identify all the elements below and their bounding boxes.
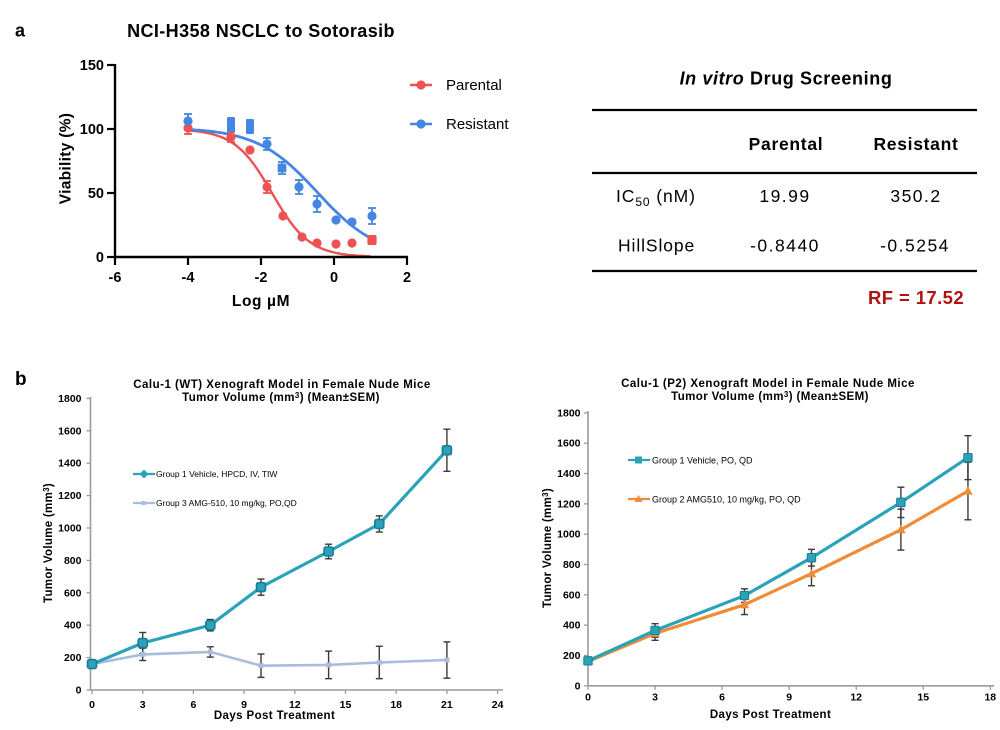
svg-text:15: 15 xyxy=(917,692,929,704)
svg-text:1000: 1000 xyxy=(557,529,581,541)
svg-text:6: 6 xyxy=(719,692,725,704)
svg-text:Group 3 AMG-510, 10 mg/kg, PO,: Group 3 AMG-510, 10 mg/kg, PO,QD xyxy=(156,498,297,508)
svg-text:Viability (%): Viability (%) xyxy=(58,113,75,204)
svg-text:-0.5254: -0.5254 xyxy=(880,236,950,256)
svg-text:1600: 1600 xyxy=(58,425,82,437)
svg-text:1400: 1400 xyxy=(58,458,82,470)
svg-text:Resistant: Resistant xyxy=(446,116,509,133)
svg-text:0: 0 xyxy=(89,699,95,711)
svg-text:1800: 1800 xyxy=(557,407,581,419)
svg-text:200: 200 xyxy=(64,652,82,664)
svg-text:24: 24 xyxy=(492,699,504,711)
svg-text:6: 6 xyxy=(190,699,196,711)
svg-text:1800: 1800 xyxy=(58,393,82,405)
svg-text:0: 0 xyxy=(575,680,581,692)
svg-text:Tumor Volume (mm3): Tumor Volume (mm3) xyxy=(42,483,55,603)
svg-text:RF = 17.52: RF = 17.52 xyxy=(868,287,964,308)
svg-text:600: 600 xyxy=(563,589,581,601)
svg-text:1200: 1200 xyxy=(58,490,82,502)
svg-text:1400: 1400 xyxy=(557,468,581,480)
svg-text:18: 18 xyxy=(984,692,996,704)
svg-text:9: 9 xyxy=(241,699,247,711)
svg-text:Calu-1 (P2) Xenograft Model in: Calu-1 (P2) Xenograft Model in Female Nu… xyxy=(621,378,915,390)
svg-text:3: 3 xyxy=(652,692,658,704)
svg-text:21: 21 xyxy=(441,699,453,711)
svg-text:1200: 1200 xyxy=(557,498,581,510)
svg-text:Resistant: Resistant xyxy=(873,134,958,154)
svg-text:Tumor Volume (mm3) (Mean±SEM): Tumor Volume (mm3) (Mean±SEM) xyxy=(671,390,869,403)
svg-text:Group 1 Vehicle, HPCD, IV, TIW: Group 1 Vehicle, HPCD, IV, TIW xyxy=(156,469,277,479)
svg-text:IC50 (nM): IC50 (nM) xyxy=(616,186,696,209)
svg-text:-0.8440: -0.8440 xyxy=(750,236,820,256)
svg-text:Tumor Volume (mm3) (Mean±SEM): Tumor Volume (mm3) (Mean±SEM) xyxy=(182,391,380,404)
svg-text:19.99: 19.99 xyxy=(759,186,810,206)
svg-text:In vitro Drug Screening: In vitro Drug Screening xyxy=(680,69,893,89)
svg-text:HillSlope: HillSlope xyxy=(618,236,695,256)
svg-text:200: 200 xyxy=(563,650,581,662)
svg-text:3: 3 xyxy=(140,699,146,711)
svg-text:Parental: Parental xyxy=(749,134,824,154)
svg-text:18: 18 xyxy=(390,699,402,711)
svg-text:a: a xyxy=(15,21,26,41)
svg-text:0: 0 xyxy=(96,250,104,266)
svg-text:0: 0 xyxy=(330,270,338,286)
svg-text:Group 1 Vehicle, PO, QD: Group 1 Vehicle, PO, QD xyxy=(652,456,753,466)
svg-text:Days Post Treatment: Days Post Treatment xyxy=(710,709,831,721)
svg-text:0: 0 xyxy=(585,692,591,704)
svg-text:12: 12 xyxy=(850,692,862,704)
svg-text:12: 12 xyxy=(289,699,301,711)
svg-text:800: 800 xyxy=(563,559,581,571)
svg-text:1600: 1600 xyxy=(557,438,581,450)
svg-text:Log µM: Log µM xyxy=(232,293,290,310)
svg-text:b: b xyxy=(15,369,27,390)
svg-text:15: 15 xyxy=(340,699,352,711)
svg-text:9: 9 xyxy=(786,692,792,704)
svg-text:50: 50 xyxy=(88,186,104,202)
svg-text:Group 2 AMG510, 10 mg/kg, PO,: Group 2 AMG510, 10 mg/kg, PO, QD xyxy=(652,495,801,505)
svg-text:2: 2 xyxy=(403,270,411,286)
svg-text:Tumor Volume (mm3): Tumor Volume (mm3) xyxy=(541,488,554,608)
svg-text:-2: -2 xyxy=(255,270,268,286)
svg-text:350.2: 350.2 xyxy=(890,186,941,206)
svg-text:150: 150 xyxy=(80,58,104,74)
svg-text:Parental: Parental xyxy=(446,77,502,94)
svg-text:Days Post Treatment: Days Post Treatment xyxy=(214,710,335,722)
svg-text:400: 400 xyxy=(64,620,82,632)
svg-text:-6: -6 xyxy=(109,270,122,286)
svg-text:600: 600 xyxy=(64,587,82,599)
svg-text:100: 100 xyxy=(80,122,104,138)
svg-text:800: 800 xyxy=(64,555,82,567)
svg-text:-4: -4 xyxy=(182,270,195,286)
svg-text:0: 0 xyxy=(76,685,82,697)
svg-text:NCI-H358 NSCLC to Sotorasib: NCI-H358 NSCLC to Sotorasib xyxy=(127,21,395,41)
svg-text:400: 400 xyxy=(563,620,581,632)
svg-text:1000: 1000 xyxy=(58,523,82,535)
svg-text:Calu-1 (WT) Xenograft Model in: Calu-1 (WT) Xenograft Model in Female Nu… xyxy=(133,379,431,391)
